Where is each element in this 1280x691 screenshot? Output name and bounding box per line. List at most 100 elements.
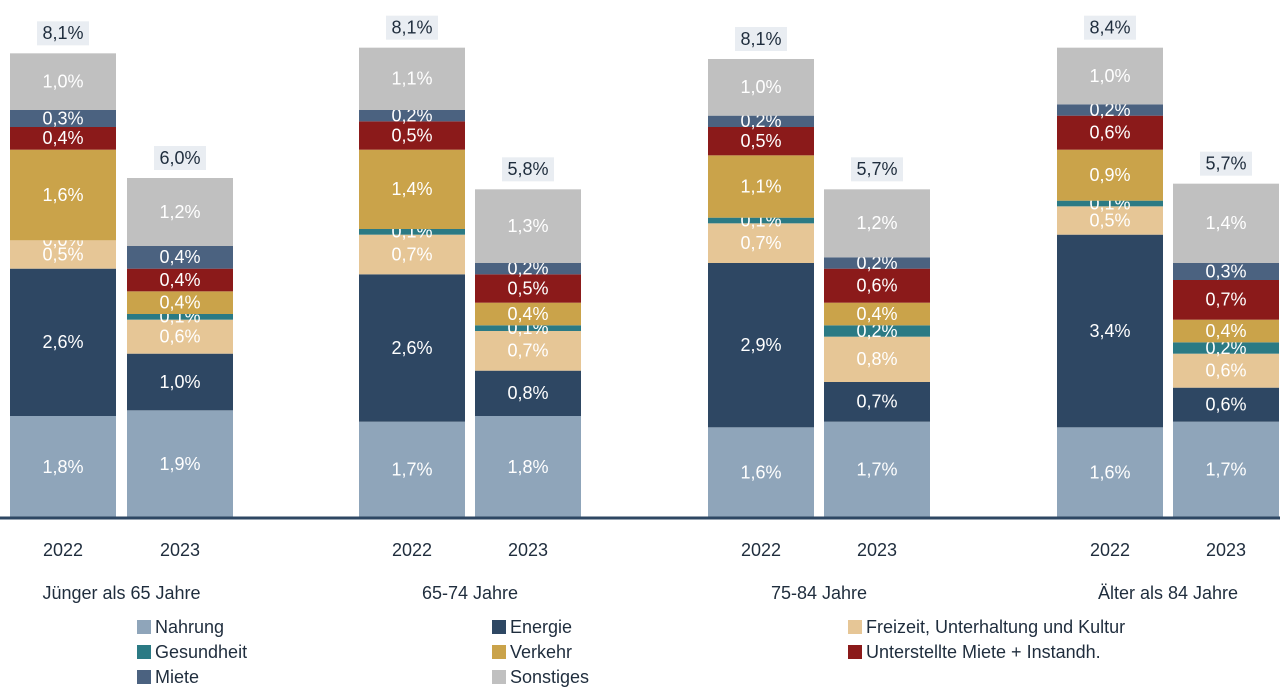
segment-label: 0,2% [1089, 100, 1130, 120]
bar-segment [475, 274, 581, 303]
segment-label: 0,3% [42, 108, 83, 128]
segment-label: 1,6% [740, 462, 781, 482]
total-label: 8,1% [740, 29, 781, 49]
group-label: 75-84 Jahre [771, 583, 867, 603]
segment-label: 1,7% [1205, 460, 1246, 480]
segment-label: 0,2% [856, 321, 897, 341]
bar-segment [359, 121, 465, 150]
segment-label: 0,7% [391, 244, 432, 264]
bar-segment [1173, 353, 1279, 388]
bar-segment [1173, 342, 1279, 354]
segment-label: 1,6% [1089, 462, 1130, 482]
segment-label: 1,0% [42, 71, 83, 91]
total-label: 8,1% [42, 23, 83, 43]
bar-segment [1057, 115, 1163, 150]
total-label: 5,7% [856, 159, 897, 179]
bar-segment [1173, 263, 1279, 280]
segment-label: 0,6% [159, 326, 200, 346]
total-label-box [154, 146, 206, 170]
bar-segment [359, 274, 465, 422]
segment-label: 0,2% [391, 105, 432, 125]
bar-segment [1057, 104, 1163, 116]
bar-segment [475, 416, 581, 518]
segment-label: 1,8% [42, 457, 83, 477]
bar-segment [1173, 319, 1279, 343]
bar-segment [10, 53, 116, 110]
bar-segment [1173, 280, 1279, 320]
segment-label: 0,5% [740, 131, 781, 151]
segment-label: 0,5% [391, 125, 432, 145]
total-label-box [1084, 15, 1136, 40]
bar-segment [10, 110, 116, 127]
bar-segment [359, 234, 465, 275]
total-label: 5,8% [507, 159, 548, 179]
x-tick-label: 2023 [160, 540, 200, 560]
segment-label: 0,4% [159, 247, 200, 267]
segment-label: 2,6% [42, 332, 83, 352]
segment-label: 0,7% [1205, 290, 1246, 310]
segment-label: 0,3% [1205, 261, 1246, 281]
bar-segment [708, 427, 814, 518]
bar-segment [1057, 427, 1163, 518]
total-label-box [386, 15, 438, 40]
segment-label: 0,4% [42, 128, 83, 148]
segment-label: 1,1% [740, 176, 781, 196]
total-label: 6,0% [159, 148, 200, 168]
segment-label: 1,7% [856, 460, 897, 480]
segment-label: 0,2% [507, 258, 548, 278]
segment-label: 1,0% [1089, 66, 1130, 86]
bar-segment [1173, 421, 1279, 518]
bar-segment [1057, 47, 1163, 105]
segment-label: 0,6% [1205, 394, 1246, 414]
segment-label: 0,5% [1089, 210, 1130, 230]
group-label: 65-74 Jahre [422, 583, 518, 603]
segment-label: 0,2% [856, 253, 897, 273]
bar-segment [10, 127, 116, 150]
bar-segment [127, 291, 233, 314]
bar-segment [359, 229, 465, 235]
segment-label: 0,8% [856, 349, 897, 369]
segment-label: 1,2% [159, 202, 200, 222]
segment-label: 0,5% [42, 244, 83, 264]
bar-segment [708, 223, 814, 263]
bar-segment [708, 155, 814, 218]
bar-segment [824, 382, 930, 422]
segment-label: 1,4% [391, 179, 432, 199]
segment-label: 0,7% [507, 341, 548, 361]
x-tick-label: 2023 [508, 540, 548, 560]
bar-segment [127, 319, 233, 354]
segment-label: 0,2% [740, 111, 781, 131]
segment-label: 1,0% [740, 77, 781, 97]
legend-swatch [137, 670, 151, 684]
segment-label: 3,4% [1089, 321, 1130, 341]
segment-label: 0,9% [1089, 165, 1130, 185]
segment-label: 0,4% [1205, 321, 1246, 341]
total-label-box [37, 21, 89, 46]
bar-segment [1057, 200, 1163, 207]
total-label-box [851, 157, 903, 182]
bar-segment [1057, 206, 1163, 235]
legend-swatch [137, 620, 151, 634]
bar-segment [1173, 183, 1279, 263]
bar-segment [1057, 149, 1163, 201]
bar-segment [10, 268, 116, 416]
segment-label: 0,4% [507, 304, 548, 324]
segment-label: 1,6% [42, 185, 83, 205]
bar-segment [824, 257, 930, 269]
legend-swatch [492, 645, 506, 659]
legend-label: Gesundheit [155, 642, 247, 662]
bar-segment [127, 178, 233, 246]
bar-segment [475, 302, 581, 326]
bar-segment [127, 246, 233, 269]
segment-label: 0,8% [507, 383, 548, 403]
segment-label: 0,4% [856, 304, 897, 324]
bar-segment [708, 127, 814, 156]
segment-label: 1,9% [159, 454, 200, 474]
total-label-box [1200, 151, 1252, 176]
bar-segment [127, 314, 233, 320]
bar-segment [127, 410, 233, 518]
segment-label: 1,7% [391, 460, 432, 480]
segment-label: 1,0% [159, 372, 200, 392]
legend-label: Verkehr [510, 642, 572, 662]
